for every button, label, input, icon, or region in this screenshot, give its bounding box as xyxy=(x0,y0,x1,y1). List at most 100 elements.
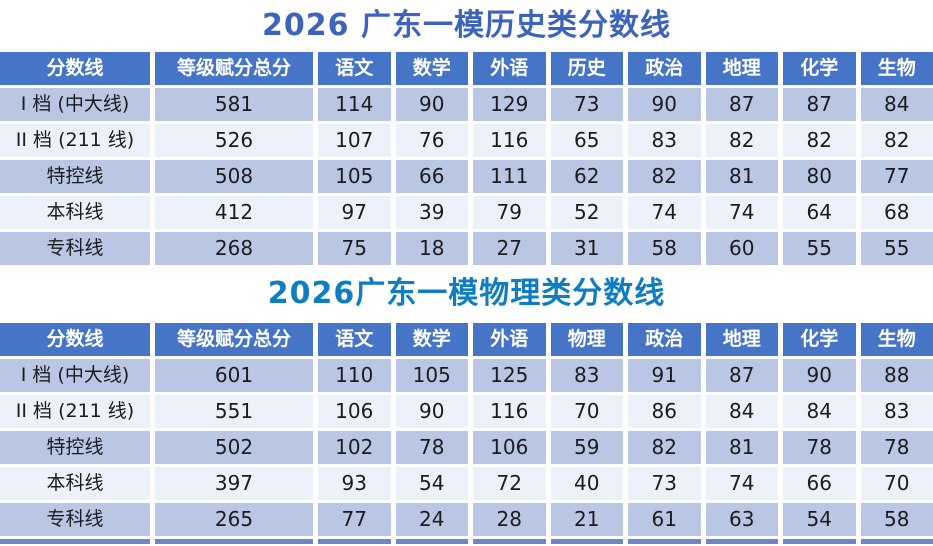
cutoff-row-cell xyxy=(155,539,313,544)
score-cell: 87 xyxy=(783,88,856,121)
score-cell: 82 xyxy=(705,124,778,157)
row-label: I 档 (中大线) xyxy=(0,88,150,121)
score-cell: 129 xyxy=(473,88,546,121)
row-label: 特控线 xyxy=(0,431,150,464)
score-cell: 81 xyxy=(705,431,778,464)
score-cell: 21 xyxy=(550,503,623,536)
score-cell: 77 xyxy=(318,503,391,536)
score-cell: 116 xyxy=(473,124,546,157)
score-cell: 55 xyxy=(860,232,933,265)
score-cell: 87 xyxy=(705,88,778,121)
score-cell: 106 xyxy=(318,395,391,428)
score-cell: 52 xyxy=(550,196,623,229)
column-header: 语文 xyxy=(318,52,391,85)
row-label: 特控线 xyxy=(0,160,150,193)
score-cell: 90 xyxy=(395,395,468,428)
column-header: 分数线 xyxy=(0,323,150,356)
cutoff-row-cell xyxy=(0,539,150,544)
cutoff-row-cell xyxy=(318,539,391,544)
score-cell: 54 xyxy=(783,503,856,536)
score-cell: 78 xyxy=(783,431,856,464)
score-cell: 82 xyxy=(783,124,856,157)
score-cell: 83 xyxy=(628,124,701,157)
score-cell: 66 xyxy=(783,467,856,500)
score-table: 分数线 等级赋分总分 语文 数学 外语 历史 政治 地理 化学 生物 I 档 (中大线) 581 114… xyxy=(0,52,933,265)
score-cell: 77 xyxy=(860,160,933,193)
column-header: 外语 xyxy=(473,52,546,85)
row-label: II 档 (211 线) xyxy=(0,395,150,428)
cutoff-row-cell xyxy=(783,539,856,544)
score-cell: 28 xyxy=(473,503,546,536)
column-header: 物理 xyxy=(550,323,623,356)
column-header: 地理 xyxy=(705,323,778,356)
score-cell: 551 xyxy=(155,395,313,428)
score-cell: 74 xyxy=(705,467,778,500)
score-cell: 265 xyxy=(155,503,313,536)
row-label: 专科线 xyxy=(0,503,150,536)
score-cell: 106 xyxy=(473,431,546,464)
score-cell: 107 xyxy=(318,124,391,157)
score-cell: 601 xyxy=(155,359,313,392)
score-cell: 502 xyxy=(155,431,313,464)
score-cell: 83 xyxy=(860,395,933,428)
score-cell: 90 xyxy=(783,359,856,392)
column-header: 外语 xyxy=(473,323,546,356)
score-cell: 91 xyxy=(628,359,701,392)
column-header: 等级赋分总分 xyxy=(155,52,313,85)
score-cell: 83 xyxy=(550,359,623,392)
score-cell: 87 xyxy=(705,359,778,392)
column-header: 政治 xyxy=(628,52,701,85)
score-cell: 86 xyxy=(628,395,701,428)
table-title: 2026 广东一模历史类分数线 xyxy=(262,8,671,43)
score-cell: 84 xyxy=(860,88,933,121)
column-header: 历史 xyxy=(550,52,623,85)
score-cell: 73 xyxy=(628,467,701,500)
column-header: 化学 xyxy=(783,52,856,85)
score-cell: 58 xyxy=(628,232,701,265)
column-header: 化学 xyxy=(783,323,856,356)
score-cell: 111 xyxy=(473,160,546,193)
score-table: 分数线 等级赋分总分 语文 数学 外语 物理 政治 地理 化学 生物 I 档 (中大线) 601 110… xyxy=(0,323,933,536)
score-cell: 74 xyxy=(705,196,778,229)
score-cell: 58 xyxy=(860,503,933,536)
column-header: 生物 xyxy=(860,52,933,85)
score-cell: 81 xyxy=(705,160,778,193)
column-header: 等级赋分总分 xyxy=(155,323,313,356)
score-cell: 76 xyxy=(395,124,468,157)
score-cell: 66 xyxy=(395,160,468,193)
score-cell: 105 xyxy=(318,160,391,193)
column-header: 地理 xyxy=(705,52,778,85)
score-cell: 80 xyxy=(783,160,856,193)
cutoff-row-cell xyxy=(473,539,546,544)
score-cell: 97 xyxy=(318,196,391,229)
history-score-section: 2026 广东一模历史类分数线 分数线 等级赋分总分 语文 数学 外语 历史 政治 地理 化学生… xyxy=(0,0,933,265)
column-header: 语文 xyxy=(318,323,391,356)
score-cell: 82 xyxy=(628,160,701,193)
cutoff-row-cell xyxy=(395,539,468,544)
cutoff-row-cell xyxy=(628,539,701,544)
score-cell: 40 xyxy=(550,467,623,500)
score-cell: 526 xyxy=(155,124,313,157)
score-cell: 581 xyxy=(155,88,313,121)
score-cell: 55 xyxy=(783,232,856,265)
score-cell: 62 xyxy=(550,160,623,193)
column-header: 分数线 xyxy=(0,52,150,85)
row-label: 本科线 xyxy=(0,467,150,500)
score-cell: 412 xyxy=(155,196,313,229)
score-cell: 18 xyxy=(395,232,468,265)
table-title: 2026广东一模物理类分数线 xyxy=(267,276,666,311)
score-cell: 268 xyxy=(155,232,313,265)
score-cell: 65 xyxy=(550,124,623,157)
score-cell: 84 xyxy=(705,395,778,428)
score-cell: 90 xyxy=(395,88,468,121)
score-cell: 64 xyxy=(783,196,856,229)
physics-score-section: 2026广东一模物理类分数线 分数线 等级赋分总分 语文 数学 外语 物理 政治 地理 化学 生物… xyxy=(0,265,933,536)
score-cell: 116 xyxy=(473,395,546,428)
score-cell: 63 xyxy=(705,503,778,536)
score-cell: 90 xyxy=(628,88,701,121)
score-cell: 88 xyxy=(860,359,933,392)
column-header: 政治 xyxy=(628,323,701,356)
score-cell: 59 xyxy=(550,431,623,464)
score-cell: 61 xyxy=(628,503,701,536)
